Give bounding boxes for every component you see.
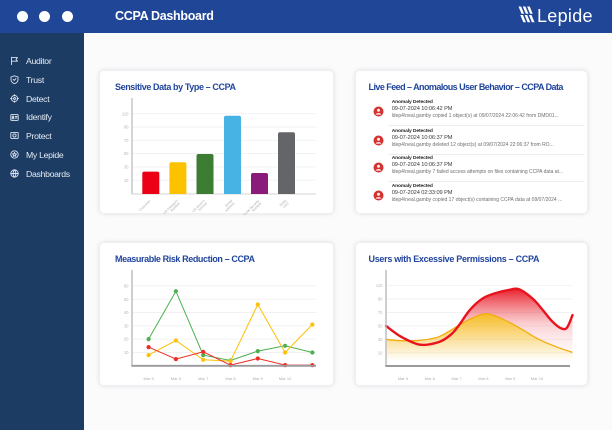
svg-text:Number: Number — [251, 201, 263, 213]
svg-text:10: 10 — [378, 350, 383, 355]
svg-text:Mar 6: Mar 6 — [425, 376, 436, 381]
svg-text:110: 110 — [376, 283, 383, 288]
svg-text:Mar 9: Mar 9 — [505, 376, 516, 381]
svg-text:50: 50 — [124, 151, 129, 156]
svg-text:Customer: Customer — [138, 198, 152, 212]
svg-text:90: 90 — [124, 125, 129, 130]
svg-text:Mar 7: Mar 7 — [451, 376, 462, 381]
svg-text:50: 50 — [124, 297, 129, 302]
svg-text:Email: Email — [224, 199, 233, 208]
svg-text:20: 20 — [124, 337, 129, 342]
svg-text:card: card — [282, 201, 290, 209]
svg-text:30: 30 — [124, 323, 129, 328]
svg-text:address: address — [224, 201, 236, 213]
svg-text:Debit: Debit — [279, 199, 287, 207]
svg-text:Mar 6: Mar 6 — [171, 376, 182, 381]
svg-text:60: 60 — [124, 283, 129, 288]
svg-text:Mar 5: Mar 5 — [398, 376, 409, 381]
svg-text:Number: Number — [170, 201, 182, 213]
svg-text:10: 10 — [124, 350, 129, 355]
svg-text:30: 30 — [124, 165, 129, 170]
svg-text:Mar 8: Mar 8 — [478, 376, 489, 381]
svg-text:Mar 8: Mar 8 — [225, 376, 236, 381]
svg-text:70: 70 — [124, 138, 129, 143]
svg-text:50: 50 — [378, 324, 383, 329]
svg-text:90: 90 — [378, 297, 383, 302]
svg-text:10: 10 — [124, 178, 129, 183]
svg-text:40: 40 — [124, 310, 129, 315]
svg-text:license: license — [198, 201, 208, 211]
svg-text:Mar 9: Mar 9 — [253, 376, 264, 381]
svg-text:30: 30 — [378, 337, 383, 342]
svg-text:Mar 10: Mar 10 — [531, 376, 544, 381]
svg-text:Mar 5: Mar 5 — [143, 376, 154, 381]
svg-text:Mar 7: Mar 7 — [198, 376, 209, 381]
svg-text:110: 110 — [122, 111, 129, 116]
svg-text:70: 70 — [378, 310, 383, 315]
svg-text:Mar 10: Mar 10 — [279, 376, 292, 381]
